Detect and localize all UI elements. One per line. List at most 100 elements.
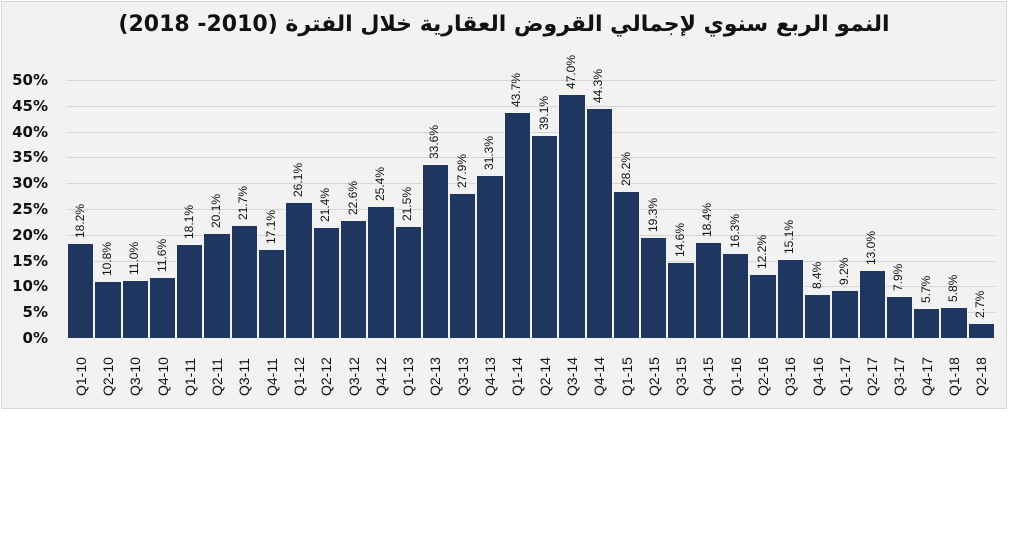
data-label: 17.1% — [263, 209, 278, 244]
y-tick-label: 15% — [12, 251, 48, 270]
bar — [421, 164, 450, 338]
data-label: 8.4% — [809, 261, 824, 289]
data-label: 21.4% — [318, 187, 333, 222]
data-label: 2.7% — [973, 290, 988, 319]
bar — [940, 308, 968, 338]
data-label: 19.3% — [645, 198, 660, 233]
data-label: 25.4% — [372, 166, 387, 201]
bar — [749, 275, 777, 338]
bar — [394, 227, 422, 338]
data-label: 27.9% — [454, 154, 469, 189]
x-tick-label: Q3-17 — [891, 357, 908, 396]
data-label: 11.6% — [154, 239, 169, 273]
gridline — [67, 106, 995, 107]
bar — [121, 281, 149, 338]
bar — [831, 290, 859, 338]
y-tick-label: 5% — [22, 303, 48, 322]
gridline — [67, 80, 995, 81]
x-tick-label: Q1-16 — [727, 357, 744, 396]
bar — [503, 112, 531, 338]
data-label: 12.2% — [755, 235, 769, 270]
x-tick-label: Q4-13 — [482, 357, 499, 396]
bar — [913, 308, 941, 338]
data-label: 31.3% — [482, 136, 497, 171]
x-tick-label: Q3-11 — [236, 358, 253, 396]
data-label: 18.2% — [72, 204, 87, 239]
y-tick-label: 50% — [12, 71, 48, 89]
x-tick-label: Q1-14 — [509, 357, 526, 396]
x-tick-label: Q3-10 — [127, 357, 144, 396]
x-tick-label: Q2-10 — [99, 357, 116, 396]
data-label: 10.8% — [99, 242, 114, 277]
x-tick-label: Q1-11 — [181, 358, 198, 396]
data-label: 22.6% — [345, 181, 360, 216]
x-tick-label: Q1-17 — [836, 357, 853, 396]
data-label: 14.6% — [673, 222, 688, 257]
x-tick-label: Q1-12 — [291, 357, 307, 396]
data-label: 44.3% — [591, 69, 606, 104]
data-label: 18.1% — [181, 204, 196, 239]
data-label: 21.5% — [400, 187, 415, 222]
data-label: 43.7% — [509, 72, 524, 107]
bar — [367, 206, 395, 338]
bar — [667, 262, 695, 338]
x-tick-label: Q3-15 — [673, 357, 690, 396]
bar — [148, 278, 177, 338]
bar — [531, 136, 559, 338]
data-label: 28.2% — [618, 152, 633, 187]
x-tick-label: Q4-15 — [700, 357, 717, 396]
bar — [258, 249, 286, 338]
x-tick-label: Q2-12 — [318, 357, 335, 396]
x-tick-label: Q2-13 — [427, 357, 444, 396]
y-tick-label: 40% — [12, 122, 48, 141]
bar — [312, 227, 340, 338]
data-label: 16.3% — [727, 213, 742, 248]
y-tick-label: 30% — [12, 174, 48, 193]
y-tick-label: 20% — [12, 225, 48, 244]
x-tick-label: Q1-13 — [400, 357, 417, 396]
chart-title: النمو الربع سنوي لإجمالي القروض العقارية… — [118, 12, 890, 37]
x-tick-label: Q3-14 — [563, 357, 580, 396]
data-label: 26.1% — [291, 163, 305, 198]
bar — [694, 243, 723, 338]
bar — [230, 226, 259, 338]
bar — [558, 95, 586, 338]
bar — [858, 270, 886, 338]
data-label: 33.6% — [427, 124, 442, 159]
bar — [803, 294, 832, 338]
y-tick-label: 10% — [12, 277, 48, 296]
data-label: 5.8% — [946, 274, 961, 303]
data-label: 11.0% — [127, 242, 142, 276]
x-tick-label: Q4-12 — [372, 357, 389, 396]
y-tick-label: 0% — [22, 329, 48, 347]
bar — [476, 176, 504, 338]
data-label: 7.9% — [891, 263, 906, 292]
bar — [612, 192, 641, 338]
x-tick-label: Q2-17 — [864, 357, 881, 396]
x-tick-label: Q1-15 — [618, 357, 635, 396]
y-tick-label: 25% — [12, 200, 48, 218]
bar — [285, 203, 313, 338]
bar — [203, 234, 231, 338]
data-label: 18.4% — [700, 203, 715, 238]
bar — [640, 238, 668, 338]
bar — [449, 194, 477, 338]
data-label: 47.0% — [563, 55, 578, 90]
x-tick-label: Q1-18 — [946, 357, 963, 396]
x-tick-label: Q2-16 — [755, 357, 771, 396]
bar — [722, 253, 750, 338]
data-label: 9.2% — [836, 257, 851, 285]
bar — [776, 260, 804, 338]
bar — [585, 109, 613, 338]
x-tick-label: Q2-15 — [645, 357, 662, 396]
gridline — [67, 132, 995, 133]
data-label: 5.7% — [918, 275, 933, 303]
x-tick-label: Q2-11 — [209, 358, 226, 396]
bar — [94, 282, 122, 338]
data-label: 20.1% — [209, 194, 224, 229]
data-label: 15.1% — [782, 220, 797, 255]
bar — [67, 244, 95, 338]
y-tick-label: 35% — [12, 148, 48, 167]
x-tick-label: Q2-14 — [536, 357, 553, 396]
x-tick-label: Q3-13 — [454, 357, 471, 396]
